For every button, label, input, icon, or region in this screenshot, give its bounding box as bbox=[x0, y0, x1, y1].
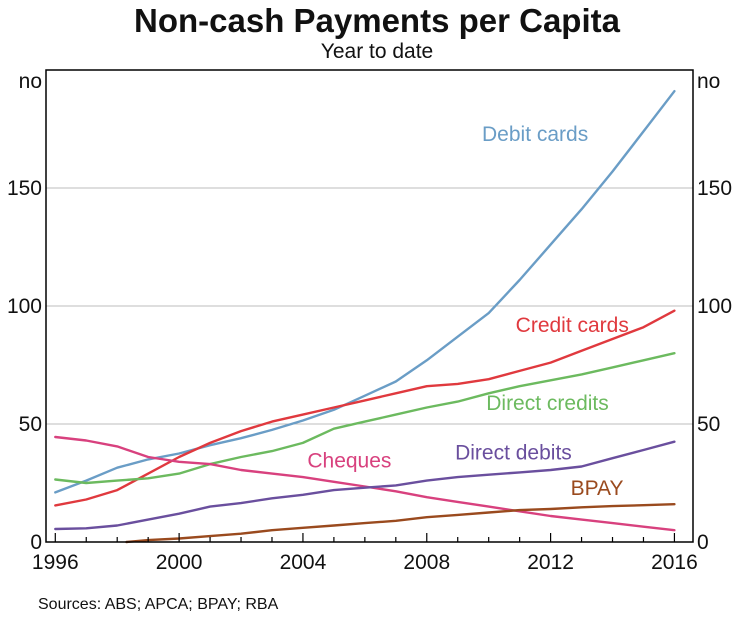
x-tick-label: 2000 bbox=[156, 551, 203, 574]
chart-title: Non-cash Payments per Capita bbox=[134, 2, 620, 39]
y-tick-label-left: 100 bbox=[7, 295, 42, 318]
x-tick-label: 2016 bbox=[651, 551, 698, 574]
y-tick-label-left: 50 bbox=[19, 413, 42, 436]
series-line-direct-debits bbox=[54, 440, 676, 531]
series-label-debit-cards: Debit cards bbox=[482, 123, 588, 146]
axis-ticks: 0 0 50 50 100 100 150 150 1996 2000 2004 2008 2012 20… bbox=[7, 177, 732, 574]
y-tick-label-right: 150 bbox=[697, 177, 732, 200]
gridlines bbox=[46, 187, 693, 425]
series-line-debit-cards bbox=[54, 90, 676, 494]
series-line-bpay bbox=[125, 503, 676, 544]
x-tick-label: 1996 bbox=[32, 551, 79, 574]
y-axis-unit-left: no bbox=[19, 70, 42, 93]
y-tick-label-right: 100 bbox=[697, 295, 732, 318]
series-labels: Debit cards Credit cards Direct credits Che… bbox=[307, 123, 629, 500]
series-label-direct-debits: Direct debits bbox=[455, 441, 572, 464]
series-label-credit-cards: Credit cards bbox=[516, 314, 629, 337]
x-tick-label: 2012 bbox=[527, 551, 574, 574]
source-note: Sources: ABS; APCA; BPAY; RBA bbox=[38, 596, 279, 613]
y-tick-label-right: 50 bbox=[697, 413, 720, 436]
y-axis-unit-right: no bbox=[697, 70, 720, 93]
y-tick-label-right: 0 bbox=[697, 531, 709, 554]
plot-frame bbox=[45, 69, 694, 543]
x-tick-label: 2004 bbox=[280, 551, 327, 574]
y-tick-label-left: 0 bbox=[30, 531, 42, 554]
y-tick-label-left: 150 bbox=[7, 177, 42, 200]
x-tick-label: 2008 bbox=[403, 551, 450, 574]
series-line-direct-credits bbox=[54, 352, 676, 485]
series-lines bbox=[54, 90, 676, 544]
series-line-credit-cards bbox=[54, 309, 676, 507]
series-label-direct-credits: Direct credits bbox=[486, 392, 609, 415]
chart-subtitle: Year to date bbox=[320, 40, 434, 63]
series-label-cheques: Cheques bbox=[307, 450, 391, 473]
series-label-bpay: BPAY bbox=[571, 477, 624, 500]
